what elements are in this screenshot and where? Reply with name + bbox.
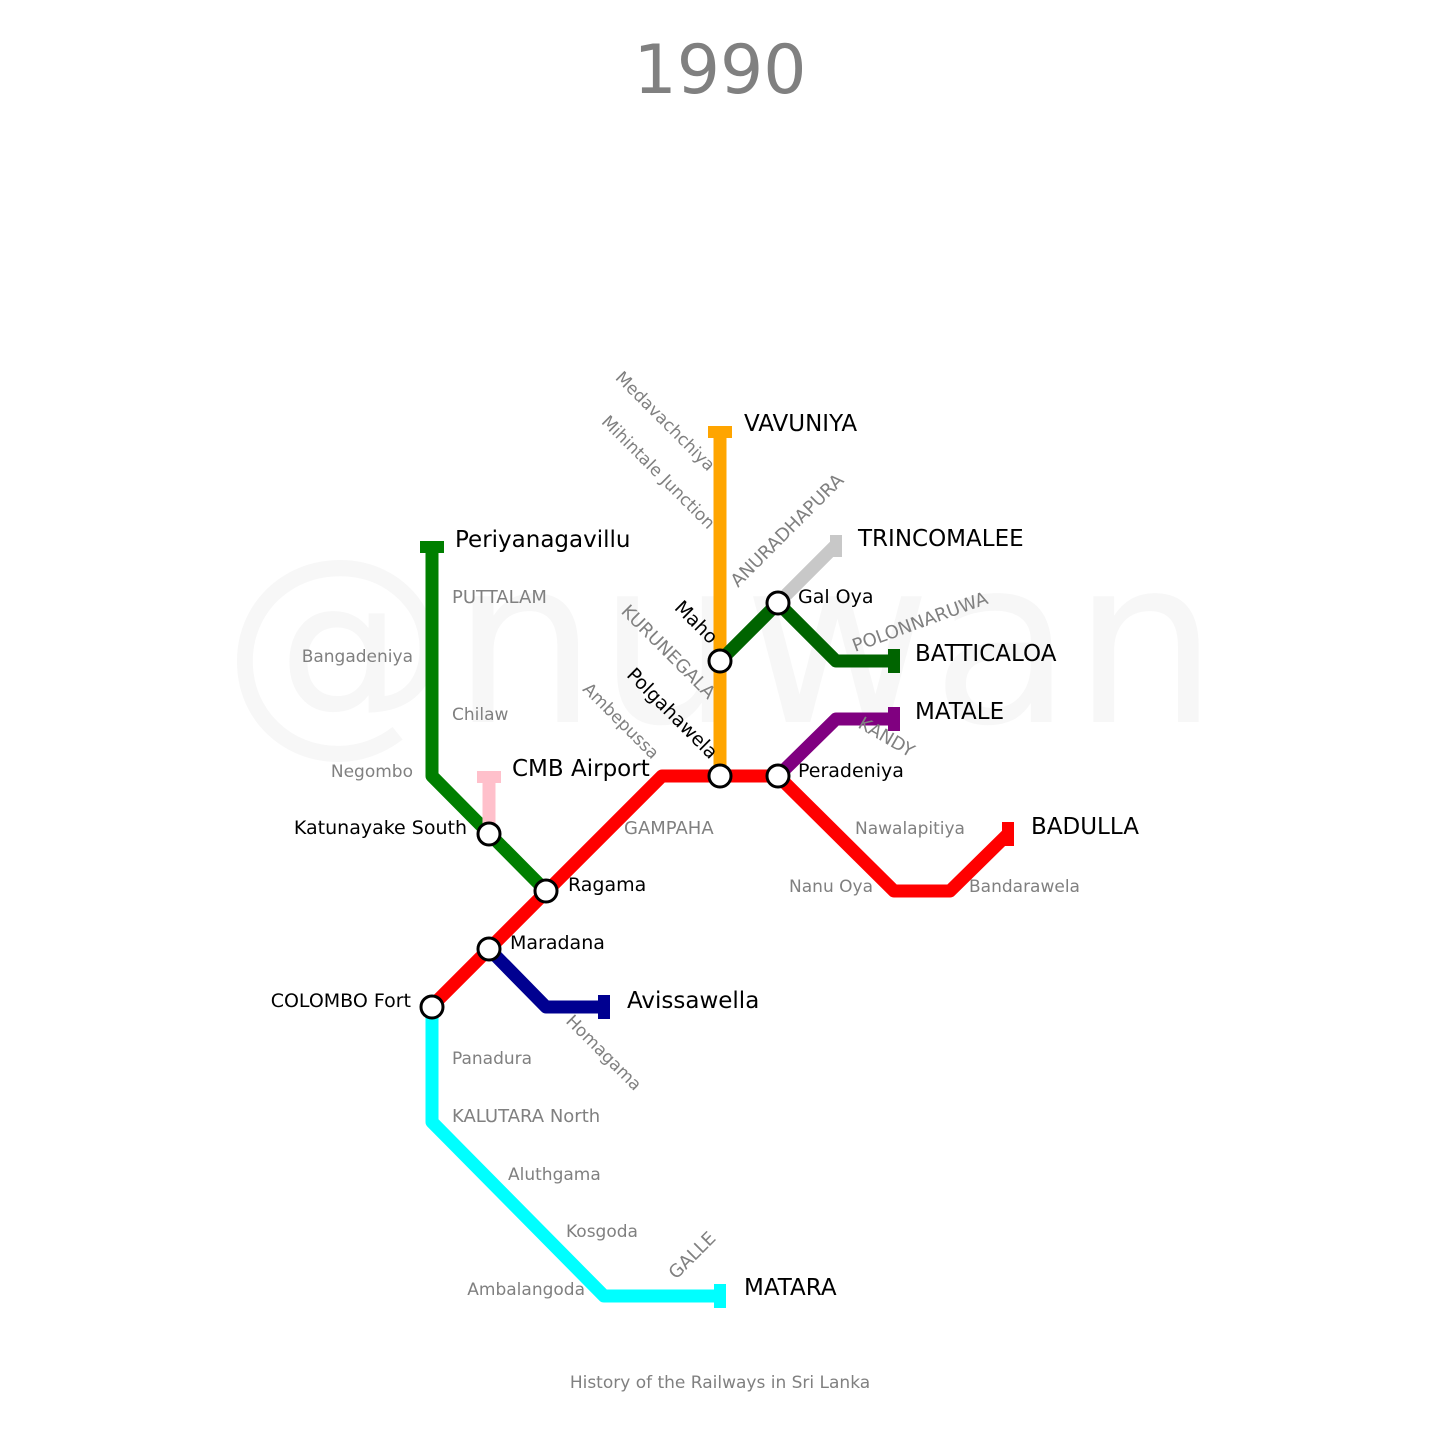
footer-caption: History of the Railways in Sri Lanka <box>570 1373 870 1393</box>
matale-line <box>773 712 894 781</box>
town-label-gampaha: GAMPAHA <box>624 818 714 839</box>
station-katunayake-south[interactable] <box>476 821 502 847</box>
station-peradeniya[interactable] <box>765 763 791 789</box>
trincomalee-line <box>773 540 841 608</box>
terminal-label-trincomalee: TRINCOMALEE <box>857 526 1024 552</box>
town-label-negombo: Negombo <box>331 762 413 782</box>
station-maradana[interactable] <box>476 936 502 962</box>
puttalam-line <box>425 547 551 896</box>
station-label-colombo-fort: COLOMBO Fort <box>271 990 411 1012</box>
station-ragama[interactable] <box>533 878 559 904</box>
terminal-label-matale: MATALE <box>915 699 1004 725</box>
terminal-label-vavuniya: VAVUNIYA <box>744 411 857 437</box>
town-label-bandarawela: Bandarawela <box>969 877 1080 897</box>
batticaloa-line <box>715 596 894 668</box>
station-colombo-fort[interactable] <box>419 994 445 1020</box>
town-label-aluthgama: Aluthgama <box>508 1165 601 1185</box>
terminal-label-matara: MATARA <box>744 1275 837 1301</box>
station-maho[interactable] <box>707 648 733 674</box>
town-label-panadura: Panadura <box>452 1049 532 1069</box>
town-label-homagama: Homagama <box>561 1011 645 1095</box>
main-line <box>427 769 1013 1011</box>
terminal-label-avissawella: Avissawella <box>627 988 759 1014</box>
terminal-label-periyanagavillu: Periyanagavillu <box>455 527 630 553</box>
station-label-gal-oya: Gal Oya <box>798 586 874 608</box>
kelani-valley-line <box>484 944 604 1014</box>
town-label-kalutara-north: KALUTARA North <box>452 1106 600 1127</box>
town-label-galle: GALLE <box>665 1228 721 1284</box>
station-label-peradeniya: Peradeniya <box>798 760 904 782</box>
town-label-chilaw: Chilaw <box>452 705 509 725</box>
town-label-kosgoda: Kosgoda <box>566 1222 638 1242</box>
station-gal-oya[interactable] <box>765 590 791 616</box>
town-label-bangadeniya: Bangadeniya <box>302 647 413 667</box>
year-title: 1990 <box>633 31 806 110</box>
terminal-label-cmb-airport: CMB Airport <box>512 756 650 782</box>
town-label-ambalangoda: Ambalangoda <box>467 1280 585 1300</box>
town-label-puttalam: PUTTALAM <box>452 587 547 608</box>
terminal-label-batticaloa: BATTICALOA <box>915 641 1057 667</box>
town-label-nawalapitiya: Nawalapitiya <box>855 819 965 839</box>
terminal-label-badulla: BADULLA <box>1031 814 1139 840</box>
station-label-ragama: Ragama <box>568 874 646 896</box>
terminal-labels: VAVUNIYA Periyanagavillu TRINCOMALEE BAT… <box>455 411 1139 1301</box>
station-label-maradana: Maradana <box>510 932 605 954</box>
station-label-katunayake-south: Katunayake South <box>294 817 467 839</box>
station-markers <box>419 590 791 1020</box>
station-polgahawela[interactable] <box>707 763 733 789</box>
coastal-line <box>425 1006 720 1303</box>
town-label-medavachchiya: Medavachchiya <box>611 368 719 476</box>
town-label-nanu-oya: Nanu Oya <box>789 877 873 897</box>
